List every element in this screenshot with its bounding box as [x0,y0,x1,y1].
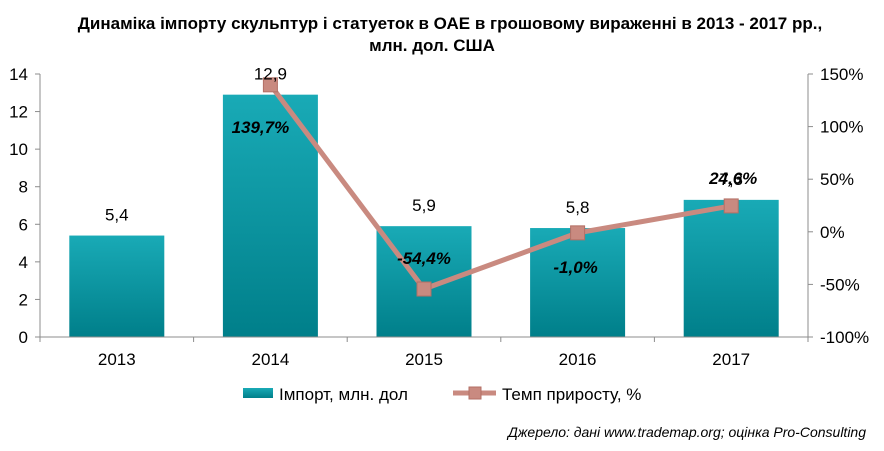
bar-2013 [69,235,165,337]
x-axis: 2013 2014 2015 2016 2017 [39,336,809,369]
right-tick-label: -50% [820,275,860,294]
bar-value-label: 7,3 [719,170,743,189]
right-tick-label: 100% [820,118,863,137]
left-tick-label: 0 [19,328,28,347]
bar-value-label: 5,9 [412,196,436,215]
left-tick-label: 12 [9,103,28,122]
source-note: Джерело: дані www.trademap.org; оцінка P… [506,424,866,440]
data-labels: 5,4 12,9 5,9 5,8 7,3 139,7% -54,4% -1,0% 24,6% [105,65,757,277]
legend-bar-label: Імпорт, млн. дол [279,385,408,404]
growth-marker-2014 [262,77,278,93]
right-tick-label: 150% [820,65,863,84]
growth-marker-2015 [416,281,432,297]
legend-bar-swatch [243,388,273,398]
growth-value-label: -54,4% [397,249,451,268]
left-tick-label: 14 [9,65,28,84]
bar-value-label: 5,4 [105,206,129,225]
left-y-axis: 0 2 4 6 8 10 12 14 [9,65,41,347]
x-tick-label: 2017 [712,350,750,369]
right-tick-label: 0% [820,223,845,242]
x-tick-label: 2015 [405,350,443,369]
growth-value-label: -1,0% [553,258,597,277]
right-tick-label: -100% [820,328,869,347]
left-tick-label: 8 [19,178,28,197]
left-tick-label: 6 [19,215,28,234]
growth-marker-2016 [570,225,586,241]
bar-series [69,94,779,338]
chart-title-line1: Динаміка імпорту скульптур і статуеток в… [78,14,822,33]
x-tick-label: 2014 [251,350,289,369]
left-tick-label: 2 [19,290,28,309]
growth-line-series [262,77,739,297]
growth-value-label: 139,7% [232,118,290,137]
growth-value-label: 24,6% [708,169,757,188]
legend-line-label: Темп приросту, % [502,385,641,404]
left-tick-label: 4 [19,253,28,272]
x-tick-label: 2013 [98,350,136,369]
bar-value-label: 12,9 [254,65,287,84]
bar-2017 [683,199,779,337]
chart-title-line2: млн. дол. США [369,36,495,55]
bar-2014 [222,94,318,338]
left-tick-label: 10 [9,140,28,159]
right-y-axis: -100% -50% 0% 50% 100% 150% [807,65,869,347]
growth-marker-2017 [723,198,739,214]
x-tick-label: 2016 [559,350,597,369]
legend: Імпорт, млн. дол Темп приросту, % [243,385,641,404]
right-tick-label: 50% [820,170,854,189]
legend-line-marker [468,386,482,400]
bar-value-label: 5,8 [566,198,590,217]
growth-line [268,83,732,292]
